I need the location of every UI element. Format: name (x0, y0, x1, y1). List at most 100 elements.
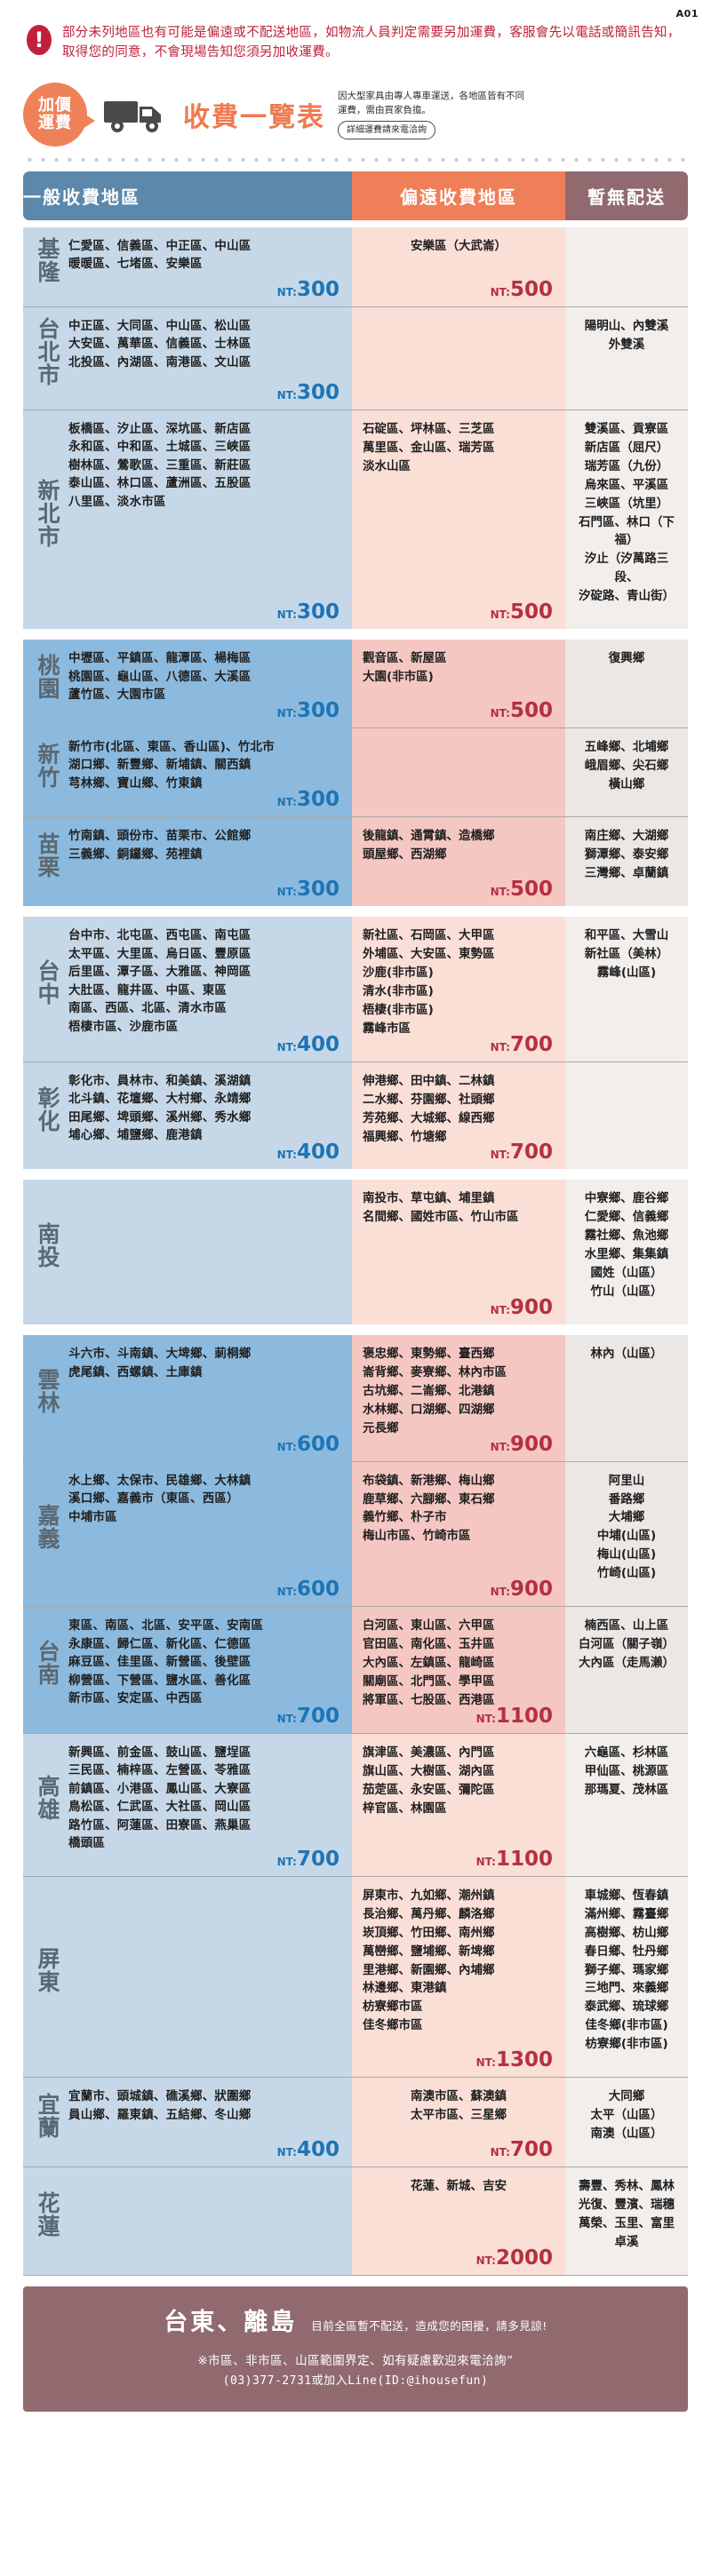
normal-area-list: 竹南鎮、頭份市、苗栗市、公館鄉 三義鄉、銅鑼鄉、苑裡鎮 (68, 829, 252, 862)
no-delivery-cell: 雙溪區、貢寮區 新店區（屈尺） 瑞芳區（九份） 烏來區、平溪區 三峽區（坑里） 石門區、林… (565, 409, 688, 630)
banner-note-block: 因大型家具由專人專車運送，各地區皆有不同運費，需由買家負擔。 詳細運費請來電洽詢 (338, 90, 529, 139)
remote-area-list: 南澳市區、蘇澳鎮 太平市區、三星鄉 (411, 2089, 507, 2123)
table-row: 南投 南投市、草屯鎮、埔里鎮 名間鄉、國姓市區、竹山市區 NT:900 中寮鄉、鹿谷鄉仁… (23, 1180, 688, 1324)
normal-area-list: 東區、南區、北區、安平區、安南區 永康區、歸仁區、新化區、仁德區 麻豆區、佳里區、新… (68, 1618, 264, 1706)
normal-area-cell: 花蓮 (23, 2167, 352, 2275)
no-delivery-list: 車城鄉、恆春鎮 滿州鄉、霧臺鄉 高樹鄉、枋山鄉 春日鄉、牡丹鄉 獅子鄉、瑪家鄉 三地門、來… (584, 1888, 669, 2052)
remote-price: NT:1100 (475, 1704, 553, 1728)
remote-price: NT:500 (490, 600, 553, 624)
bubble-line-1: 加價 (38, 95, 72, 115)
province-label: 台北市 (35, 316, 60, 386)
no-delivery-list: 阿里山 番路鄉 大埔鄉 中埔(山區) 梅山(山區) 竹崎(山區) (596, 1473, 657, 1581)
remote-area-list: 花蓮、新城、吉安 (411, 2178, 507, 2193)
row-spacer (23, 629, 688, 640)
no-delivery-cell: 五峰鄉、北埔鄉 峨眉鄉、尖石鄉 橫山鄉 (565, 727, 688, 817)
remote-area-list: 伸港鄉、田中鎮、二林鎮 二水鄉、芬園鄉、社頭鄉 芳苑鄉、大城鄉、線西鄉 福興鄉、竹塘鄉 (363, 1073, 495, 1144)
remote-area-cell: 褒忠鄉、東勢鄉、臺西鄉 崙背鄉、麥寮鄉、林內市區 古坑鄉、二崙鄉、北港鎮 水林鄉、口湖… (352, 1334, 565, 1461)
normal-price: NT:300 (276, 878, 340, 902)
footer-contact-line[interactable]: (03)377-2731或加入Line(ID:@ihousefun) (222, 2374, 489, 2389)
remote-area-list: 布袋鎮、新港鄉、梅山鄉 鹿草鄉、六腳鄉、東石鄉 義竹鄉、朴子市 梅山市區、竹崎市區 (363, 1473, 495, 1544)
no-delivery-cell: 林內（山區） (565, 1334, 688, 1461)
normal-area-cell: 嘉義 水上鄉、太保市、民雄鄉、大林鎮 溪口鄉、嘉義市（東區、西區） 中埔市區 NT:60… (23, 1461, 352, 1607)
province-label: 高雄 (35, 1775, 60, 1822)
header-remote-area: 偏遠收費地區 (352, 171, 565, 220)
no-delivery-cell: 楠西區、山上區 白河區（關子嶺） 大內區（走馬瀨） (565, 1607, 688, 1733)
province-label: 南投 (35, 1222, 60, 1269)
remote-area-list: 褒忠鄉、東勢鄉、臺西鄉 崙背鄉、麥寮鄉、林內市區 古坑鄉、二崙鄉、北港鎮 水林鄉、口湖… (363, 1346, 507, 1435)
remote-area-cell (352, 306, 565, 409)
normal-price: NT:600 (276, 1432, 340, 1456)
normal-price: NT:300 (276, 380, 340, 404)
normal-area-cell: 屏東 (23, 1876, 352, 2078)
table-row: 台北市 中正區、大同區、中山區、松山區 大安區、萬華區、信義區、士林區 北投區、內湖區… (23, 306, 688, 410)
remote-price: NT:900 (490, 1432, 553, 1456)
normal-area-list: 台中市、北屯區、西屯區、南屯區 太平區、大里區、烏日區、豐原區 后里區、潭子區、大雅… (68, 928, 252, 1034)
remote-area-list: 新社區、石岡區、大甲區 外埔區、大安區、東勢區 沙鹿(非市區) 清水(非市區) 梧棲(非… (363, 928, 495, 1036)
remote-price: NT:500 (490, 878, 553, 902)
normal-area-list (68, 2177, 341, 2252)
no-delivery-list: 六龜區、杉林區 甲仙區、桃源區 那瑪夏、茂林區 (584, 1745, 669, 1797)
province-label: 新北市 (35, 478, 60, 548)
remote-area-cell: 旗津區、美濃區、內門區 旗山區、大樹區、湖內區 茄萣區、永安區、彌陀區 梓官區、林園區… (352, 1733, 565, 1876)
exclamation-icon: ! (27, 25, 52, 55)
header-banner: 加價 運費 收費一覽表 因大型家具由專人專車運送，各地區皆有不同運費，需由買家負… (0, 68, 711, 152)
remote-price: NT:1300 (475, 2048, 553, 2072)
no-delivery-list: 復興鄉 (608, 651, 645, 666)
remote-area-cell: 屏東市、九如鄉、潮州鎮 長治鄉、萬丹鄉、麟洛鄉 崁頂鄉、竹田鄉、南州鄉 萬巒鄉、鹽埔鄉… (352, 1876, 565, 2078)
normal-price: NT:300 (276, 600, 340, 624)
no-delivery-cell: 車城鄉、恆春鎮 滿州鄉、霧臺鄉 高樹鄉、枋山鄉 春日鄉、牡丹鄉 獅子鄉、瑪家鄉 三地門、來… (565, 1876, 688, 2078)
normal-price: NT:400 (276, 1032, 340, 1056)
province-label: 雲林 (35, 1368, 60, 1415)
normal-area-list: 新興區、前金區、鼓山區、鹽埕區 三民區、楠梓區、左營區、苓雅區 前鎮區、小港區、鳳山… (68, 1745, 252, 1851)
normal-area-list: 板橋區、汐止區、深坑區、新店區 永和區、中和區、土城區、三峽區 樹林區、鶯歌區、三重… (68, 421, 252, 509)
table-row: 苗栗 竹南鎮、頭份市、苗栗市、公館鄉 三義鄉、銅鑼鄉、苑裡鎮 NT:300 後龍鎮、通霄… (23, 817, 688, 907)
normal-area-list: 中正區、大同區、中山區、松山區 大安區、萬華區、信義區、士林區 北投區、內湖區、南港… (68, 318, 252, 370)
table-row: 新北市 板橋區、汐止區、深坑區、新店區 永和區、中和區、土城區、三峽區 樹林區、鶯歌區… (23, 409, 688, 630)
remote-price: NT:900 (490, 1295, 553, 1319)
page-code: A01 (675, 8, 699, 20)
normal-area-list: 水上鄉、太保市、民雄鄉、大林鎮 溪口鄉、嘉義市（東區、西區） 中埔市區 (68, 1473, 252, 1524)
contact-pill[interactable]: 詳細運費請來電洽詢 (338, 120, 435, 139)
fee-table: 一般收費地區 偏遠收費地區 暫無配送 基隆 仁愛區、信義區、中正區、中山區 暖暖區、… (23, 171, 688, 2276)
normal-area-cell: 桃園 中壢區、平鎮區、龍潭區、楊梅區 桃園區、龜山區、八德區、大溪區 蘆竹區、大園市區… (23, 640, 352, 727)
remote-price: NT:500 (490, 277, 553, 301)
remote-area-cell: 石碇區、坪林區、三芝區 萬里區、金山區、瑞芳區 淡水山區 NT:500 (352, 409, 565, 630)
remote-price: NT:500 (490, 698, 553, 722)
no-delivery-cell: 陽明山、內雙溪 外雙溪 (565, 306, 688, 409)
warning-text: 部分未列地區也有可能是偏遠或不配送地區，如物流人員判定需要另加運費，客服會先以電… (62, 26, 681, 60)
normal-area-list: 新竹市(北區、東區、香山區)、竹北市 湖口鄉、新豐鄉、新埔鎮、關西鎮 芎林鄉、寶山鄉… (68, 739, 275, 791)
row-spacer (23, 1169, 688, 1181)
province-label: 彰化 (35, 1085, 60, 1133)
normal-price: NT:300 (276, 698, 340, 722)
normal-area-cell: 彰化 彰化市、員林市、和美鎮、溪湖鎮 北斗鎮、花壇鄉、大村鄉、永靖鄉 田尾鄉、埤頭鄉、… (23, 1061, 352, 1170)
footer-subtitle: 目前全區暫不配送，造成您的困擾，請多見諒! (311, 2318, 547, 2333)
remote-area-cell: 安樂區（大武崙） NT:500 (352, 227, 565, 306)
remote-price: NT:1100 (475, 1847, 553, 1871)
normal-price: NT:600 (276, 1578, 340, 1602)
normal-area-cell: 南投 (23, 1180, 352, 1324)
normal-area-cell: 新竹 新竹市(北區、東區、香山區)、竹北市 湖口鄉、新豐鄉、新埔鎮、關西鎮 芎林鄉、寶… (23, 727, 352, 817)
province-label: 台中 (35, 959, 60, 1006)
remote-area-cell: 白河區、東山區、六甲區 官田區、南化區、玉井區 大內區、左鎮區、龍崎區 關廟區、北門區… (352, 1607, 565, 1733)
remote-area-list: 安樂區（大武崙） (411, 238, 507, 253)
remote-area-cell: 後龍鎮、通霄鎮、造橋鄉 頭屋鄉、西湖鄉 NT:500 (352, 817, 565, 907)
normal-price: NT:300 (276, 788, 340, 812)
table-row: 台南 東區、南區、北區、安平區、安南區 永康區、歸仁區、新化區、仁德區 麻豆區、佳里區… (23, 1607, 688, 1734)
normal-area-list: 彰化市、員林市、和美鎮、溪湖鎮 北斗鎮、花壇鄉、大村鄉、永靖鄉 田尾鄉、埤頭鄉、溪州… (68, 1073, 252, 1143)
no-delivery-cell (565, 1061, 688, 1170)
normal-price: NT:300 (276, 277, 340, 301)
row-spacer (23, 906, 688, 918)
no-delivery-list: 中寮鄉、鹿谷鄉 仁愛鄉、信義鄉 霧社鄉、魚池鄉 水里鄉、集集鎮 國姓（山區） 竹山（山區） (584, 1191, 669, 1300)
remote-area-cell: 伸港鄉、田中鎮、二林鎮 二水鄉、芬園鄉、社頭鄉 芳苑鄉、大城鄉、線西鄉 福興鄉、竹塘鄉… (352, 1061, 565, 1170)
remote-area-list: 白河區、東山區、六甲區 官田區、南化區、玉井區 大內區、左鎮區、龍崎區 關廟區、北門區… (363, 1618, 495, 1707)
no-delivery-cell: 復興鄉 (565, 640, 688, 727)
remote-area-list: 屏東市、九如鄉、潮州鎮 長治鄉、萬丹鄉、麟洛鄉 崁頂鄉、竹田鄉、南州鄉 萬巒鄉、鹽埔鄉… (363, 1888, 495, 2033)
province-label: 屏東 (35, 1946, 60, 1993)
normal-price: NT:700 (276, 1847, 340, 1871)
no-delivery-cell: 壽豐、秀林、鳳林 光復、豐濱、瑞穗 萬榮、玉里、富里 卓溪 (565, 2167, 688, 2275)
no-delivery-list: 和平區、大雪山 新社區（美林） 霧峰(山區) (584, 928, 669, 981)
no-delivery-list: 大同鄉 太平（山區） 南澳（山區） (590, 2089, 663, 2141)
header-normal-area: 一般收費地區 (23, 171, 352, 220)
truck-icon (104, 100, 161, 132)
